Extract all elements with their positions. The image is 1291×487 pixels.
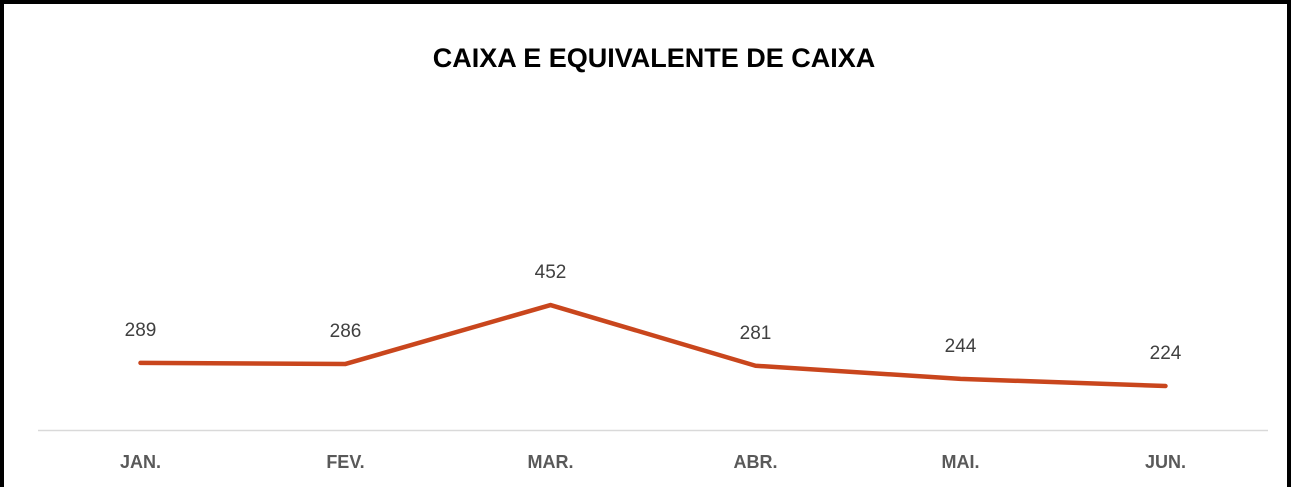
data-label: 224 (1150, 343, 1182, 364)
x-tick-label: MAI. (942, 452, 980, 472)
x-tick-label: JAN. (120, 452, 161, 472)
data-line (138, 302, 1168, 389)
data-label: 452 (535, 262, 567, 283)
x-tick-label: MAR. (528, 452, 574, 472)
data-label: 281 (740, 323, 772, 344)
x-tick-label: FEV. (326, 452, 364, 472)
chart-title: CAIXA E EQUIVALENTE DE CAIXA (433, 43, 876, 73)
data-label: 289 (125, 320, 157, 341)
x-tick-label: JUN. (1145, 452, 1186, 472)
data-label: 286 (330, 321, 362, 342)
data-label: 244 (945, 336, 977, 357)
x-tick-label: ABR. (734, 452, 778, 472)
